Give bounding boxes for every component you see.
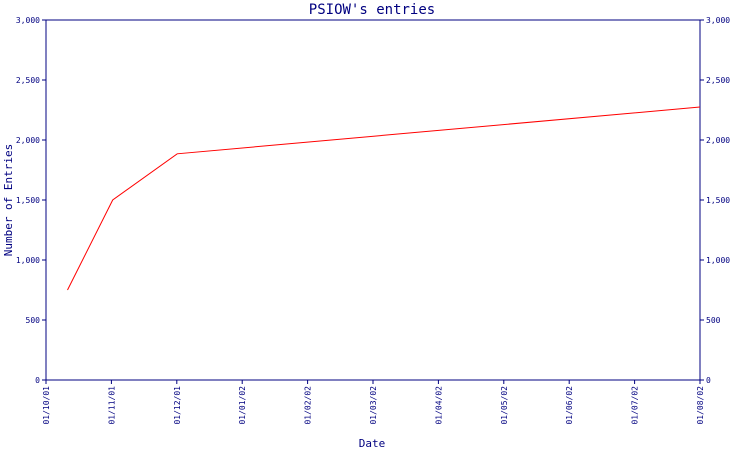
- y-tick-label-right: 500: [706, 316, 721, 325]
- series-line: [67, 106, 701, 291]
- y-tick-label-right: 2,000: [706, 136, 730, 145]
- x-tick-label: 01/07/02: [631, 386, 640, 425]
- y-tick-label-right: 2,500: [706, 76, 730, 85]
- y-tick-label: 500: [26, 316, 41, 325]
- x-tick-label: 01/08/02: [696, 386, 705, 425]
- x-tick-label: 01/01/02: [238, 386, 247, 425]
- chart-title: PSIOW's entries: [309, 2, 435, 18]
- y-tick-label: 0: [35, 376, 40, 385]
- x-tick-label: 01/02/02: [304, 386, 313, 425]
- x-axis-label: Date: [359, 437, 386, 450]
- x-tick-label: 01/04/02: [434, 386, 443, 425]
- y-axis-label: Number of Entries: [2, 144, 15, 257]
- y-tick-label-right: 3,000: [706, 16, 730, 25]
- y-tick-label-right: 0: [706, 376, 711, 385]
- y-tick-label: 2,500: [16, 76, 40, 85]
- y-tick-label: 3,000: [16, 16, 40, 25]
- x-axis: 01/10/01 01/11/01 01/12/01 01/01/02 01/02/02…: [42, 380, 705, 425]
- plot-area: [45, 19, 701, 381]
- x-tick-label: 01/03/02: [369, 386, 378, 425]
- x-tick-label: 01/10/01: [42, 386, 51, 425]
- y-axis-right: 0 500 1,000 1,500 2,000 2,500 3,000: [700, 16, 730, 385]
- y-axis-left: 0 500 1,000 1,500 2,000 2,500 3,000: [16, 16, 46, 385]
- x-tick-label: 01/12/01: [173, 386, 182, 425]
- y-tick-label: 1,500: [16, 196, 40, 205]
- x-tick-label: 01/05/02: [500, 386, 509, 425]
- y-tick-label: 2,000: [16, 136, 40, 145]
- series-group: [67, 106, 701, 291]
- y-tick-label-right: 1,500: [706, 196, 730, 205]
- x-tick-label: 01/06/02: [565, 386, 574, 425]
- x-tick-label: 01/11/01: [107, 386, 116, 425]
- y-tick-label: 1,000: [16, 256, 40, 265]
- y-tick-label-right: 1,000: [706, 256, 730, 265]
